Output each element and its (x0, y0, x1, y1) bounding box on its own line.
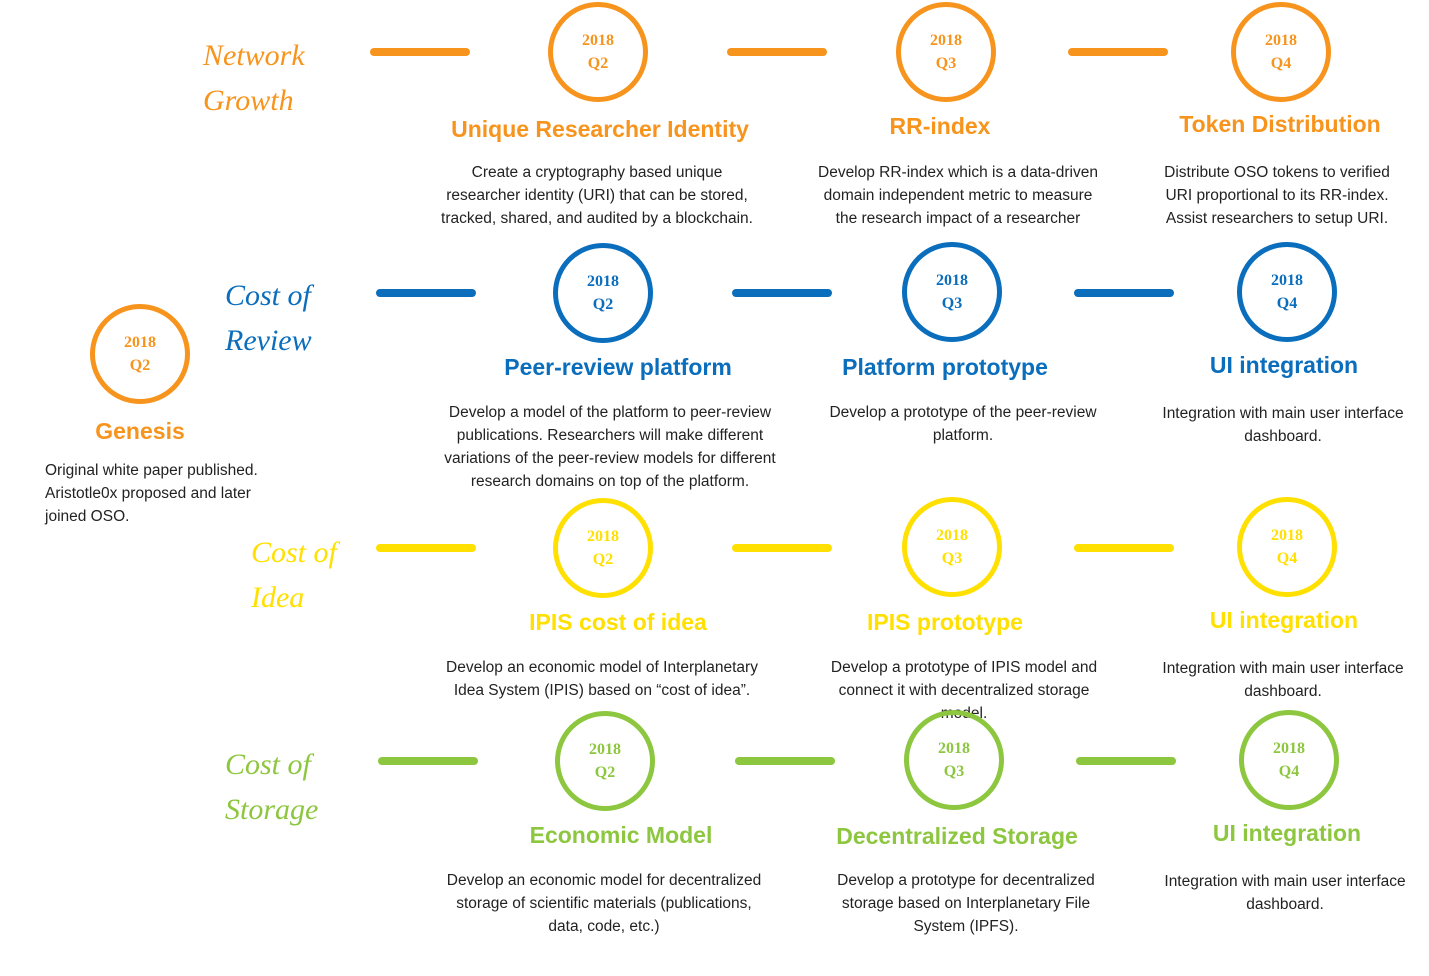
milestone-desc: Create a cryptography based unique resea… (441, 164, 753, 227)
milestone-title: IPIS prototype (867, 609, 1023, 635)
milestone-title: UI integration (1209, 607, 1359, 633)
connector-dash (1076, 757, 1176, 765)
connector-dash (735, 757, 835, 765)
milestone-desc: Integration with main user interface das… (1162, 405, 1404, 445)
row-label-cost-of-idea: Cost of Idea (251, 536, 337, 614)
milestone-desc: Develop an economic model for decentrali… (446, 872, 762, 935)
milestone-title: IPIS cost of idea (529, 609, 707, 635)
milestone-desc: Distribute OSO tokens to verified URI pr… (1164, 164, 1390, 227)
milestone-desc: Integration with main user interface das… (1164, 873, 1406, 913)
milestone-desc: Develop a model of the platform to peer-… (444, 404, 776, 490)
genesis-desc: Original white paper published. Aristotl… (45, 462, 258, 525)
milestone-title: Unique Researcher Identity (451, 116, 749, 142)
milestone-circle-network-q4: 2018 Q4 (1231, 2, 1331, 102)
milestone-circle-idea-q2: 2018 Q2 (553, 498, 653, 598)
milestone-title: RR-index (889, 113, 991, 139)
milestone-circle-storage-q4: 2018 Q4 (1239, 710, 1339, 810)
connector-dash (378, 757, 478, 765)
milestone-desc: Develop a prototype of the peer-review p… (829, 404, 1097, 444)
milestone-desc: Develop a prototype for decentralized st… (837, 872, 1095, 935)
milestone-circle-storage-q3: 2018 Q3 (904, 710, 1004, 810)
row-label-cost-of-storage: Cost of Storage (225, 748, 319, 826)
connector-dash (376, 544, 476, 552)
connector-dash (727, 48, 827, 56)
milestone-circle-review-q3: 2018 Q3 (902, 242, 1002, 342)
milestone-circle-review-q4: 2018 Q4 (1237, 242, 1337, 342)
milestone-desc: Integration with main user interface das… (1162, 660, 1404, 700)
milestone-desc: Develop RR-index which is a data-driven … (818, 164, 1098, 227)
connector-dash (370, 48, 470, 56)
genesis-title: Genesis (95, 418, 185, 444)
milestone-circle-idea-q4: 2018 Q4 (1237, 497, 1337, 597)
milestone-title: Economic Model (529, 822, 713, 848)
milestone-desc: Develop an economic model of Interplanet… (446, 659, 758, 699)
milestone-title: Decentralized Storage (836, 823, 1078, 849)
milestone-circle-network-q3: 2018 Q3 (896, 2, 996, 102)
milestone-circle-review-q2: 2018 Q2 (553, 243, 653, 343)
connector-dash (732, 289, 832, 297)
connector-dash (376, 289, 476, 297)
genesis-quarter: Q2 (129, 357, 151, 374)
milestone-circle-storage-q2: 2018 Q2 (555, 711, 655, 811)
milestone-title: Token Distribution (1179, 111, 1381, 137)
milestone-circle-idea-q3: 2018 Q3 (902, 497, 1002, 597)
milestone-title: UI integration (1209, 352, 1359, 378)
milestone-circle-network-q2: 2018 Q2 (548, 2, 648, 102)
milestone-title: Peer-review platform (504, 354, 732, 380)
connector-dash (732, 544, 832, 552)
row-label-network-growth: Network Growth (203, 39, 305, 117)
milestone-title: Platform prototype (842, 354, 1048, 380)
genesis-year: 2018 (124, 334, 156, 351)
connector-dash (1074, 544, 1174, 552)
connector-dash (1074, 289, 1174, 297)
row-label-cost-of-review: Cost of Review (225, 279, 312, 357)
connector-dash (1068, 48, 1168, 56)
genesis-circle: 2018 Q2 (90, 304, 190, 404)
milestone-title: UI integration (1212, 820, 1362, 846)
